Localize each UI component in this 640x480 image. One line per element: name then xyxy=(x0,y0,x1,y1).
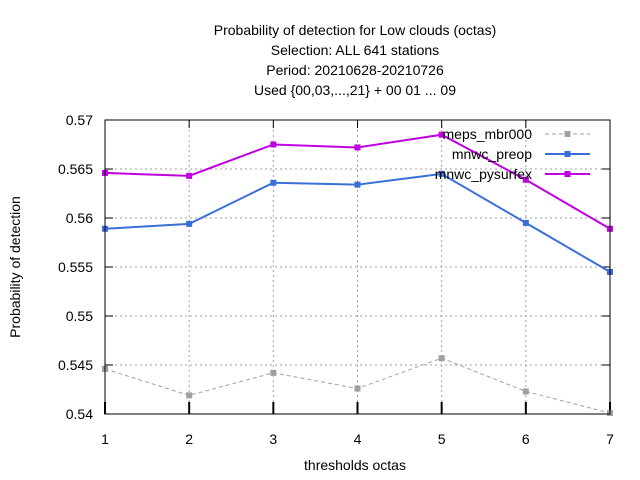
legend-marker-mnwc_preop xyxy=(564,151,571,157)
y-axis-label: Probability of detection xyxy=(7,196,23,338)
title-line-1: Probability of detection for Low clouds … xyxy=(214,22,496,38)
title-line-4: Used {00,03,...,21} + 00 01 ... 09 xyxy=(254,82,456,98)
x-tick-label: 1 xyxy=(101,431,109,447)
data-point-meps_mbr000 xyxy=(270,369,277,376)
data-point-mnwc_pysurfex xyxy=(522,176,529,183)
data-point-mnwc_preop xyxy=(354,181,361,188)
y-tick-label: 0.57 xyxy=(66,112,93,128)
x-tick-label: 3 xyxy=(269,431,277,447)
title-line-2: Selection: ALL 641 stations xyxy=(271,42,439,58)
data-point-mnwc_pysurfex xyxy=(354,144,361,151)
plot-frame xyxy=(104,119,611,415)
data-point-meps_mbr000 xyxy=(522,388,529,395)
y-tick-label: 0.545 xyxy=(58,357,93,373)
legend-label-meps_mbr000: meps_mbr000 xyxy=(443,126,533,142)
series-line-mnwc_preop xyxy=(104,172,611,273)
tick-labels: 0.54 0.545 0.55 0.555 0.56 0.565 0.57 1 2 3 4 5 6 7 xyxy=(58,112,614,447)
data-point-meps_mbr000 xyxy=(354,385,361,392)
data-point-meps_mbr000 xyxy=(186,392,193,399)
legend-label-mnwc_pysurfex: mnwc_pysurfex xyxy=(435,166,532,182)
data-point-mnwc_preop xyxy=(438,170,445,177)
title-line-3: Period: 20210628-20210726 xyxy=(266,62,444,78)
series-lines xyxy=(102,131,613,417)
data-point-mnwc_preop xyxy=(270,179,277,186)
data-point-mnwc_preop xyxy=(522,219,529,226)
x-tick-label: 2 xyxy=(185,431,193,447)
legend: meps_mbr000 mnwc_preop mnwc_pysurfex xyxy=(435,126,590,182)
data-point-mnwc_pysurfex xyxy=(438,131,445,138)
y-tick-label: 0.55 xyxy=(66,308,93,324)
data-point-mnwc_pysurfex xyxy=(186,172,193,179)
x-tick-label: 7 xyxy=(606,431,614,447)
y-tick-label: 0.565 xyxy=(58,161,93,177)
x-axis-label: thresholds octas xyxy=(304,457,406,473)
data-point-mnwc_pysurfex xyxy=(270,141,277,148)
legend-marker-mnwc_pysurfex xyxy=(564,171,571,177)
data-point-meps_mbr000 xyxy=(438,355,445,362)
data-point-mnwc_preop xyxy=(186,220,193,227)
chart-title: Probability of detection for Low clouds … xyxy=(214,22,496,98)
grid-lines xyxy=(104,119,611,415)
legend-label-mnwc_preop: mnwc_preop xyxy=(452,146,532,162)
y-tick-label: 0.56 xyxy=(66,210,93,226)
legend-marker-meps_mbr000 xyxy=(564,131,571,137)
x-tick-label: 5 xyxy=(438,431,446,447)
y-tick-label: 0.555 xyxy=(58,259,93,275)
x-tick-label: 4 xyxy=(354,431,362,447)
y-tick-label: 0.54 xyxy=(66,406,93,422)
x-tick-label: 6 xyxy=(522,431,530,447)
